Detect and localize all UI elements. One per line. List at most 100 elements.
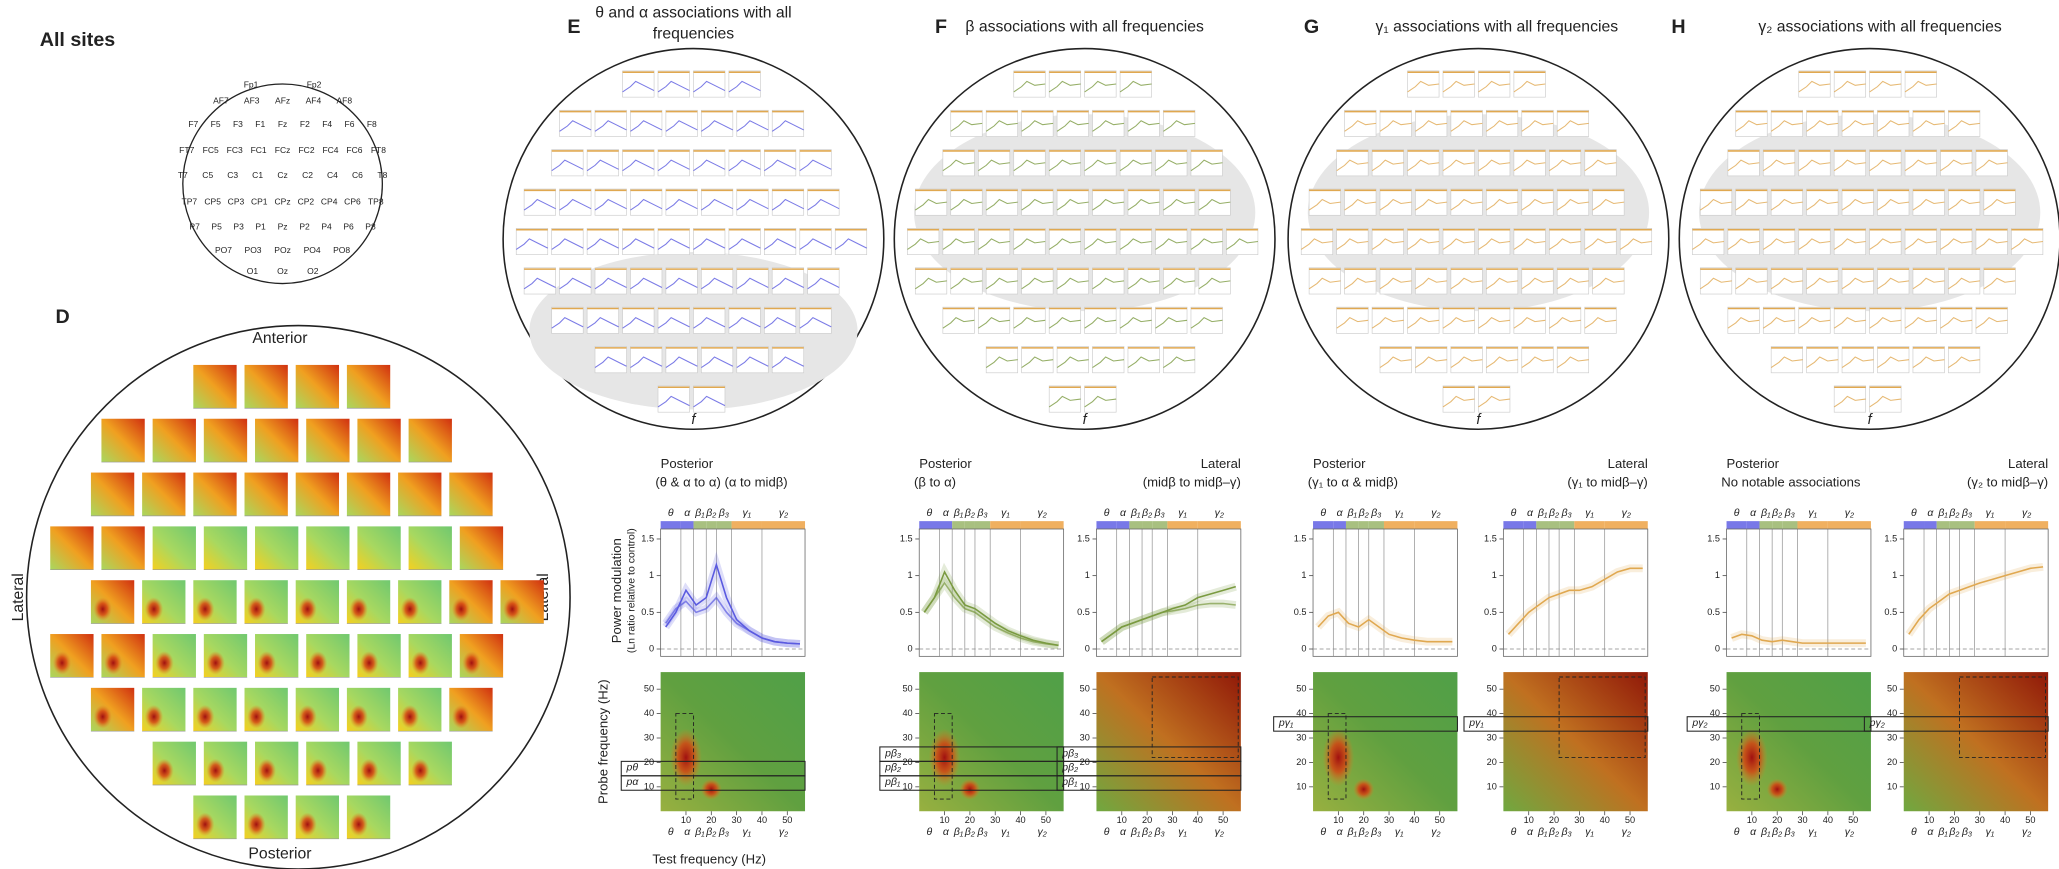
thumbnail-trace [907,238,939,250]
trace-thumbnail [1869,306,1902,334]
thumbnail-bg [1407,70,1440,98]
trace-thumbnail [1513,228,1546,255]
band-label: β₁ [1130,507,1141,519]
thumbnail-trace [1806,120,1839,132]
thumbnail-bg [1336,306,1369,334]
topo-thumbnail [459,634,504,678]
trace-thumbnail [1940,306,1973,334]
trace-thumbnail [1344,109,1377,137]
electrode-label: C2 [302,170,313,180]
thumbnail-trace [1048,159,1081,172]
trace-thumbnail [1415,267,1448,295]
band-label: β₂ [964,507,975,519]
thumbnail-bg [1770,267,1804,295]
x-tick-label: 10 [1924,815,1934,825]
thumbnail-trace [1084,238,1117,250]
thumbnail-trace [551,317,584,329]
probe-box [1686,716,1872,732]
topo-thumbnail [193,364,237,409]
thumbnail-bg [1521,188,1554,216]
electrode-label: FC3 [227,145,243,155]
band-bar [706,521,717,530]
trace-thumbnail [700,346,734,374]
roi-box [1327,713,1347,800]
thumbnail-bg [977,228,1011,255]
direction-label: Posterior [248,846,311,863]
roi-box [1959,676,2046,758]
thumbnail-trace [1344,120,1377,132]
band-label: γ₂ [1845,826,1854,838]
electrode-label: AF8 [336,95,352,105]
thumbnail-trace [1021,356,1054,368]
trace-thumbnail [1450,346,1483,374]
trace-thumbnail [1415,109,1448,137]
thumbnail-blob [349,704,368,729]
x-tick-label: 40 [1193,815,1203,825]
thumbnail-bg [764,149,797,177]
band-label: γ₂ [779,826,788,838]
thumbnail-bg [1190,149,1223,177]
probe-box [620,760,806,777]
trace-thumbnail [1407,228,1440,255]
y-tick-label: 40 [1080,708,1090,718]
trace-thumbnail [942,228,975,255]
thumbnail-bg [559,109,592,137]
band-label: β₁ [1937,507,1948,519]
thumbnail-bg [985,188,1019,216]
trace-thumbnail [1379,346,1412,374]
topo-thumbnail [90,472,135,517]
thumbnail-bg [985,267,1019,295]
thumbnail-trace [1556,120,1589,132]
thumbnail-bg [551,149,584,177]
thumbnail-bg [1513,149,1546,177]
thumbnail-trace [1119,238,1152,250]
thumbnail-trace [1127,356,1160,368]
thumbnail-bg [1198,188,1231,216]
thumbnail-trace [1798,238,1831,250]
thumbnail-blob [206,758,225,783]
thumbnail-trace [1486,277,1518,290]
band-bar [1313,521,1334,530]
trace-thumbnail [1119,70,1152,98]
thumbnail-bg [622,228,655,255]
band-label: β₃ [976,826,987,838]
plot-frame [1502,528,1649,657]
trace-thumbnail [1379,188,1412,216]
electrode-label: F2 [300,119,310,129]
thumbnail-trace [764,317,797,329]
x-tick-label: 50 [1435,815,1445,825]
thumbnail-trace [942,317,975,329]
topo-thumbnail [346,687,391,732]
topo-thumbnail [255,418,299,463]
thumbnail-trace [1592,277,1625,290]
band-label: β₂ [964,826,975,838]
electrode-label: P8 [365,221,376,231]
thumbnail-trace [1877,277,1910,290]
thumbnail-trace [665,198,698,211]
band-bar [1974,521,2006,530]
band-label: θ [1911,826,1917,838]
thumbnail-bg [1806,188,1839,216]
trace-thumbnail [1344,188,1377,216]
thumbnail-bg [1415,267,1448,295]
thumbnail-trace [736,198,769,211]
thumbnail-bg [985,346,1019,374]
thumbnail-trace [1869,159,1902,172]
band-label: β₂ [1358,826,1369,838]
thumbnail-bg [764,228,797,255]
electrode-label: P4 [321,221,332,231]
heatmap [1903,672,2049,812]
thumbnail-trace [657,238,690,250]
electrode-label: FC6 [346,145,362,155]
topo-thumbnail [203,741,248,786]
heatmap-blob [1353,778,1375,800]
trace-thumbnail [1344,267,1377,295]
thumbnail-trace [1450,277,1483,290]
trace-thumbnail [657,385,690,413]
trace-thumbnail [1198,267,1231,295]
band-bar [1523,521,1537,530]
trace-thumbnail [551,149,584,177]
thumbnail-trace [1770,277,1803,290]
thumbnail-bg [693,385,726,413]
trace-thumbnail [1379,109,1412,137]
